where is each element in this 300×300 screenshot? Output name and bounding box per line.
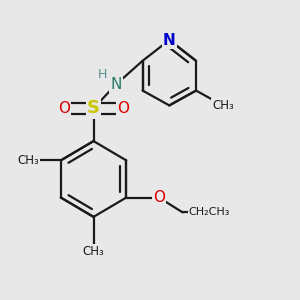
- Text: CH₃: CH₃: [83, 244, 104, 258]
- Text: N: N: [110, 77, 122, 92]
- Text: CH₂CH₃: CH₂CH₃: [189, 207, 230, 218]
- Text: N: N: [163, 32, 176, 47]
- Text: O: O: [153, 190, 165, 205]
- Text: O: O: [117, 101, 129, 116]
- Text: H: H: [98, 68, 107, 81]
- Text: S: S: [87, 99, 100, 117]
- Text: H: H: [98, 68, 107, 81]
- Text: O: O: [58, 101, 70, 116]
- Text: CH₃: CH₃: [17, 154, 39, 167]
- Text: CH₃: CH₃: [212, 99, 234, 112]
